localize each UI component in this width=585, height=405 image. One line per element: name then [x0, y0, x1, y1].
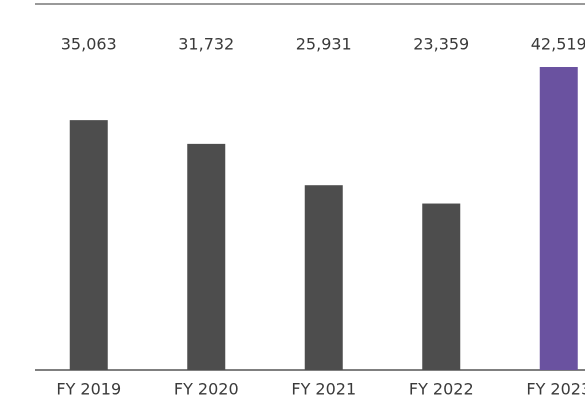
x-tick-label: FY 2021 — [291, 380, 356, 399]
x-tick-label: FY 2022 — [409, 380, 474, 399]
bar — [69, 120, 108, 370]
value-label: 31,732 — [178, 35, 234, 54]
bar — [539, 67, 578, 370]
value-label: 35,063 — [61, 35, 117, 54]
x-tick-label: FY 2023 — [526, 380, 585, 399]
x-tick-label: FY 2019 — [56, 380, 121, 399]
value-label: 25,931 — [296, 35, 352, 54]
bar — [304, 185, 343, 370]
bar — [187, 143, 226, 370]
bar — [422, 203, 461, 370]
value-label: 23,359 — [413, 35, 469, 54]
x-tick-label: FY 2020 — [174, 380, 239, 399]
value-label: 42,519 — [531, 35, 585, 54]
